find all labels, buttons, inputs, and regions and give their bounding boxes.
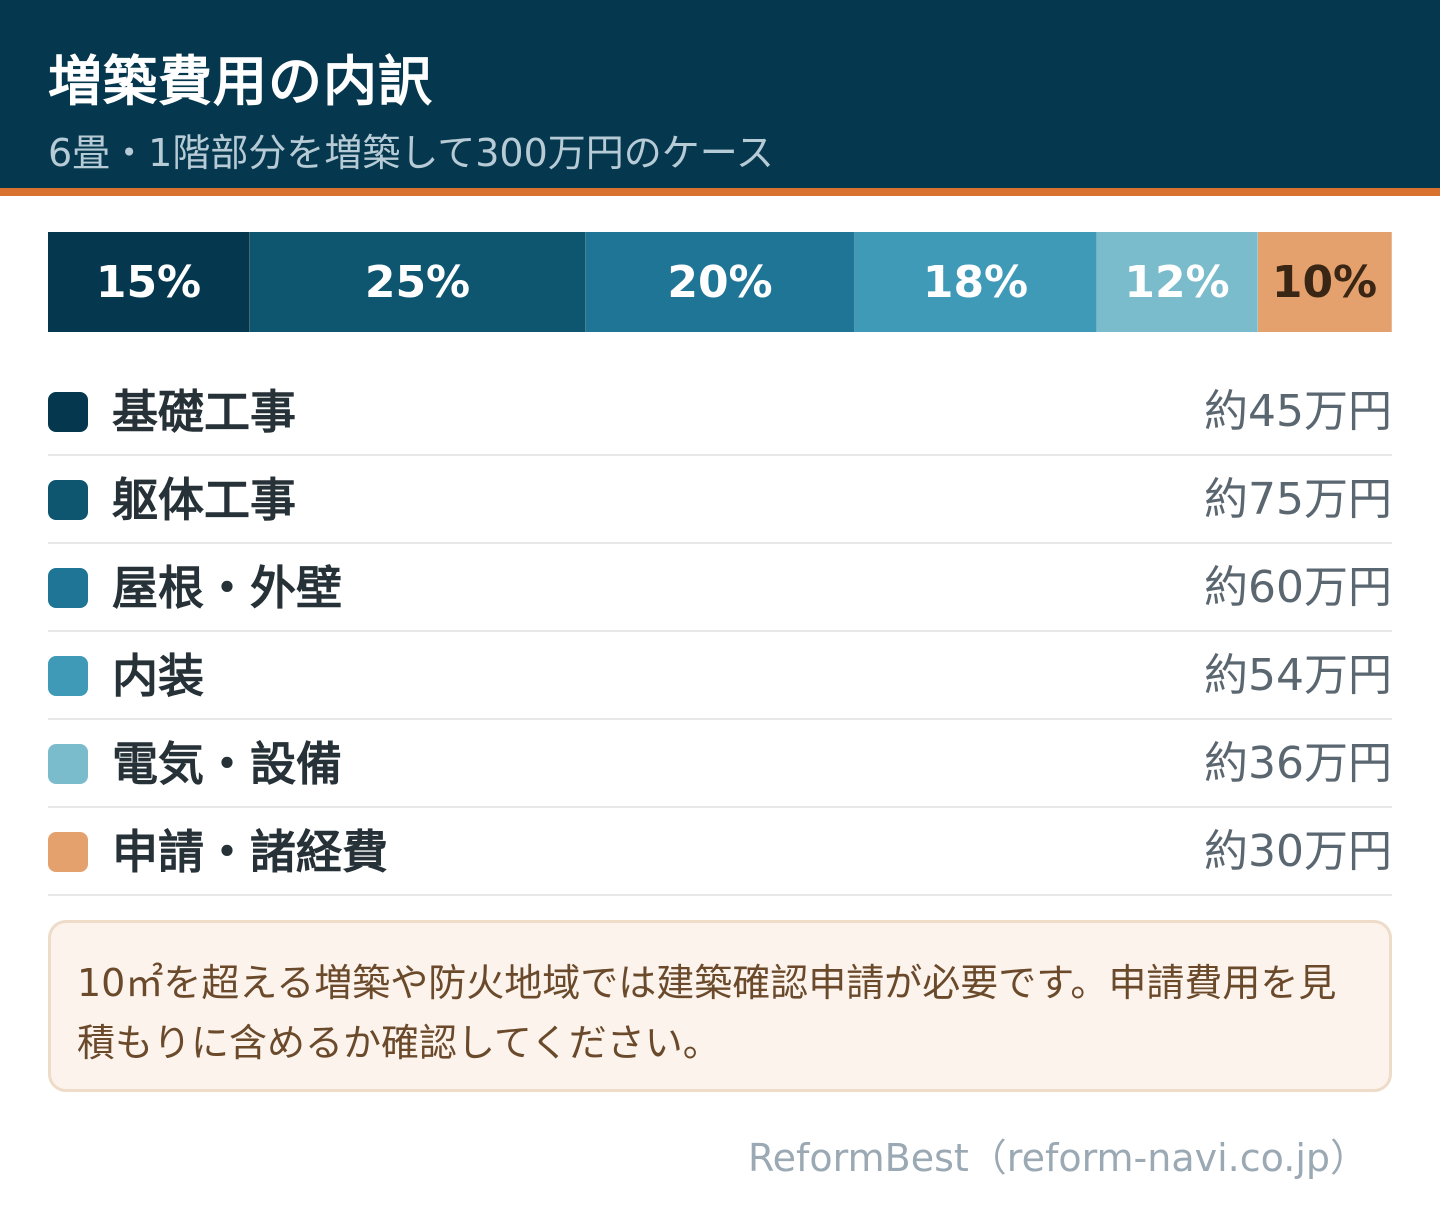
- legend-row: 申請・諸経費 約30万円: [48, 808, 1392, 896]
- legend-label: 屋根・外壁: [112, 561, 342, 615]
- legend-label: 基礎工事: [112, 385, 296, 439]
- bar-segment: 12%: [1097, 232, 1258, 332]
- bar-segment-label: 18%: [922, 256, 1029, 308]
- bar-segment: 25%: [250, 232, 586, 332]
- bar-segment: 20%: [586, 232, 855, 332]
- legend-row: 基礎工事 約45万円: [48, 368, 1392, 456]
- bar-segment-label: 10%: [1271, 256, 1378, 308]
- legend-amount: 約54万円: [1204, 650, 1392, 701]
- bar-segment: 10%: [1258, 232, 1392, 332]
- legend-row: 屋根・外壁 約60万円: [48, 544, 1392, 632]
- legend-label: 内装: [112, 649, 204, 703]
- legend-amount: 約60万円: [1204, 562, 1392, 613]
- stacked-bar-chart: 15% 25% 20% 18% 12% 10%: [48, 232, 1392, 332]
- legend-swatch: [48, 480, 88, 520]
- legend-label: 躯体工事: [112, 473, 296, 527]
- legend-swatch: [48, 568, 88, 608]
- source-credit: ReformBest（reform-navi.co.jp）: [747, 1136, 1368, 1180]
- legend-row: 電気・設備 約36万円: [48, 720, 1392, 808]
- legend: 基礎工事 約45万円躯体工事 約75万円屋根・外壁 約60万円内装 約54万円電気・設備…: [48, 368, 1392, 896]
- legend-amount: 約30万円: [1204, 826, 1392, 877]
- bar-segment-label: 15%: [95, 256, 202, 308]
- legend-amount: 約36万円: [1204, 738, 1392, 789]
- bar-segment-label: 20%: [667, 256, 773, 308]
- bar-segment-label: 25%: [364, 256, 471, 308]
- note-box: 10㎡を超える増築や防火地域では建築確認申請が必要です。申請費用を見積もりに含め…: [48, 920, 1392, 1092]
- legend-label: 申請・諸経費: [112, 825, 388, 879]
- legend-row: 躯体工事 約75万円: [48, 456, 1392, 544]
- bar-segment: 15%: [48, 232, 250, 332]
- legend-swatch: [48, 832, 88, 872]
- legend-label: 電気・設備: [112, 737, 342, 791]
- bar-segment-label: 12%: [1124, 256, 1230, 308]
- page-title: 増築費用の内訳: [48, 50, 433, 113]
- legend-swatch: [48, 744, 88, 784]
- legend-row: 内装 約54万円: [48, 632, 1392, 720]
- legend-swatch: [48, 656, 88, 696]
- bar-segment: 18%: [855, 232, 1097, 332]
- header: 増築費用の内訳 6畳・1階部分を増築して300万円のケース: [0, 0, 1440, 196]
- legend-amount: 約75万円: [1204, 474, 1392, 525]
- legend-amount: 約45万円: [1204, 386, 1392, 437]
- legend-swatch: [48, 392, 88, 432]
- page-subtitle: 6畳・1階部分を増築して300万円のケース: [48, 131, 774, 175]
